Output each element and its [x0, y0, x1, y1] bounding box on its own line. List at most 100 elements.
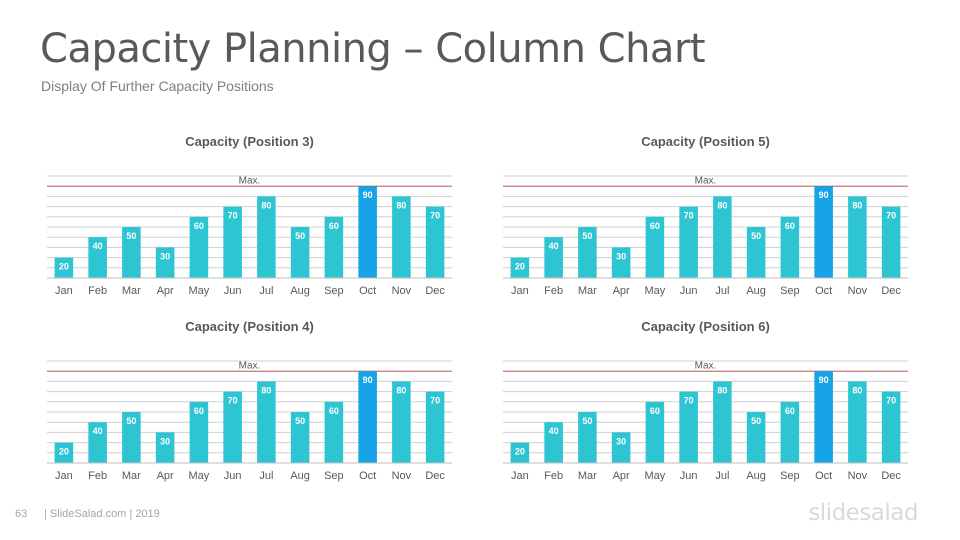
- bar-sep: [324, 216, 344, 278]
- bar-jul: [713, 196, 732, 278]
- chart-title: Capacity (Position 4): [185, 319, 314, 334]
- tick-label: Apr: [613, 470, 630, 482]
- data-label: 40: [93, 241, 103, 251]
- data-label: 60: [329, 406, 339, 416]
- tick-label: Mar: [578, 470, 597, 482]
- chart-svg: Capacity (Position 3) Max. 20 Jan 40 Feb 50 Mar…: [47, 134, 452, 297]
- chart-title: Capacity (Position 3): [185, 134, 314, 149]
- data-label: 50: [582, 231, 592, 241]
- tick-label: Mar: [578, 285, 597, 297]
- bar-jan: [510, 442, 530, 463]
- data-label: 90: [819, 190, 829, 200]
- tick-label: Jun: [224, 285, 242, 297]
- data-label: 70: [684, 396, 694, 406]
- slidesalad-logo: slidesalad: [808, 500, 918, 526]
- data-label: 50: [751, 416, 761, 426]
- tick-label: Dec: [425, 285, 445, 297]
- slide-subtitle: Display Of Further Capacity Positions: [41, 78, 274, 94]
- bar-oct: [358, 371, 377, 463]
- bar-apr: [611, 432, 631, 463]
- footer-credit: | SlideSalad.com | 2019: [44, 508, 160, 520]
- bar-apr: [155, 247, 175, 278]
- tick-label: Jun: [224, 470, 242, 482]
- tick-label: Dec: [425, 470, 445, 482]
- bar-jul: [257, 196, 276, 278]
- data-label: 40: [549, 241, 559, 251]
- bar-sep: [780, 401, 800, 463]
- max-label: Max.: [239, 176, 261, 187]
- max-label: Max.: [239, 361, 261, 372]
- bar-may: [189, 401, 209, 463]
- bar-jun: [223, 391, 242, 463]
- bar-jun: [679, 206, 698, 278]
- tick-label: Dec: [881, 470, 901, 482]
- chart-svg: Capacity (Position 6) Max. 20 Jan 40 Feb 50 Mar…: [503, 319, 908, 482]
- bar-mar: [578, 412, 597, 463]
- bar-nov: [848, 196, 867, 278]
- data-label: 70: [886, 396, 896, 406]
- tick-label: May: [644, 470, 665, 482]
- tick-label: Feb: [88, 470, 107, 482]
- tick-label: Jun: [680, 285, 698, 297]
- tick-label: Aug: [290, 285, 310, 297]
- tick-label: Apr: [157, 470, 174, 482]
- bar-jul: [257, 381, 276, 463]
- data-label: 40: [93, 426, 103, 436]
- tick-label: Sep: [324, 470, 344, 482]
- bar-dec: [425, 206, 445, 278]
- data-label: 60: [650, 406, 660, 416]
- tick-label: Aug: [290, 470, 310, 482]
- data-label: 20: [59, 447, 69, 457]
- tick-label: Aug: [746, 470, 766, 482]
- tick-label: Nov: [392, 470, 412, 482]
- data-label: 20: [515, 447, 525, 457]
- data-label: 80: [396, 200, 406, 210]
- bar-aug: [290, 412, 310, 463]
- tick-label: Apr: [613, 285, 630, 297]
- bar-jun: [223, 206, 242, 278]
- tick-label: May: [188, 285, 209, 297]
- data-label: 80: [852, 385, 862, 395]
- bar-oct: [358, 186, 377, 278]
- chart-position-3: Capacity (Position 3) Max. 20 Jan 40 Feb 50 Mar…: [45, 130, 455, 300]
- data-label: 50: [751, 231, 761, 241]
- chart-svg: Capacity (Position 5) Max. 20 Jan 40 Feb 50 Mar…: [503, 134, 908, 297]
- bar-nov: [392, 381, 411, 463]
- tick-label: Mar: [122, 470, 141, 482]
- bar-dec: [881, 206, 901, 278]
- bar-feb: [544, 422, 563, 463]
- data-label: 90: [819, 375, 829, 385]
- bar-feb: [88, 422, 107, 463]
- bar-may: [189, 216, 209, 278]
- bar-feb: [88, 237, 107, 278]
- tick-label: Oct: [359, 470, 376, 482]
- data-label: 70: [228, 211, 238, 221]
- tick-label: Dec: [881, 285, 901, 297]
- data-label: 80: [717, 200, 727, 210]
- tick-label: Jan: [55, 470, 73, 482]
- data-label: 80: [852, 200, 862, 210]
- tick-label: Jul: [715, 285, 729, 297]
- data-label: 60: [194, 221, 204, 231]
- bar-jun: [679, 391, 698, 463]
- tick-label: Sep: [780, 470, 800, 482]
- data-label: 20: [59, 262, 69, 272]
- tick-label: Oct: [815, 470, 832, 482]
- bar-jan: [510, 257, 530, 278]
- data-label: 50: [126, 416, 136, 426]
- data-label: 60: [785, 406, 795, 416]
- bar-jul: [713, 381, 732, 463]
- bar-oct: [814, 186, 833, 278]
- tick-label: Jan: [511, 470, 529, 482]
- bar-aug: [290, 227, 310, 278]
- data-label: 90: [363, 375, 373, 385]
- slide-title: Capacity Planning – Column Chart: [40, 26, 706, 72]
- chart-position-6: Capacity (Position 6) Max. 20 Jan 40 Feb 50 Mar…: [501, 315, 911, 485]
- bar-aug: [746, 227, 766, 278]
- bar-nov: [392, 196, 411, 278]
- bar-feb: [544, 237, 563, 278]
- tick-label: May: [188, 470, 209, 482]
- data-label: 50: [126, 231, 136, 241]
- tick-label: Sep: [324, 285, 344, 297]
- bar-mar: [122, 227, 141, 278]
